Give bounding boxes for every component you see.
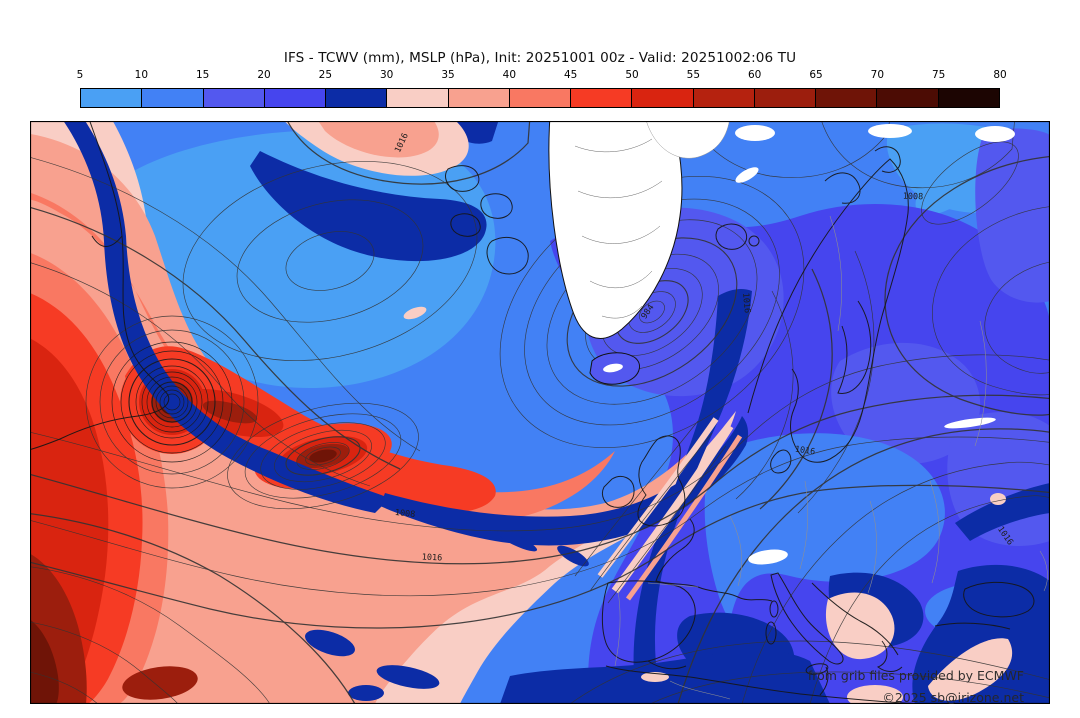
colorbar-segment bbox=[81, 89, 142, 107]
colorbar-segment bbox=[263, 89, 326, 107]
colorbar-segment bbox=[447, 89, 509, 107]
colorbar-tick-label: 35 bbox=[441, 69, 455, 81]
colorbar-segment bbox=[753, 89, 816, 107]
colorbar-segment bbox=[508, 89, 571, 107]
colorbar-ticks: 5 10 15 20 25 30 35 40 45 50 55 60 65 70 75 80 bbox=[0, 69, 1080, 83]
secondary-low-vortex bbox=[227, 402, 419, 510]
colorbar-segment bbox=[202, 89, 264, 107]
border-layer bbox=[614, 215, 1048, 700]
isobar-label: 1016 bbox=[421, 552, 443, 564]
colorbar-tick-label: 15 bbox=[195, 69, 210, 81]
colorbar-tick-label: 40 bbox=[502, 69, 517, 81]
colorbar-tick-label: 10 bbox=[134, 69, 149, 81]
colorbar-bar bbox=[80, 88, 1000, 108]
map-frame bbox=[30, 121, 1050, 704]
colorbar-tick-label: 60 bbox=[747, 69, 762, 81]
colorbar-segment bbox=[937, 89, 999, 107]
colorbar-tick-label: 70 bbox=[870, 69, 885, 81]
colorbar-tick-label: 45 bbox=[563, 69, 578, 81]
isobar-layer bbox=[30, 121, 1050, 704]
colorbar-tick-label: 25 bbox=[318, 69, 333, 81]
coastline-layer bbox=[30, 121, 1035, 704]
ice-layer bbox=[548, 121, 1015, 565]
colorbar-tick-label: 65 bbox=[809, 69, 823, 81]
chart-title: IFS - TCWV (mm), MSLP (hPa), Init: 20251… bbox=[283, 50, 797, 66]
colorbar-segment bbox=[876, 89, 938, 107]
attribution-ecmwf: from grib files provided by ECMWF bbox=[807, 668, 1024, 683]
colorbar-tick-label: 5 bbox=[76, 69, 84, 81]
isobar-label: 1008 bbox=[902, 191, 924, 203]
colorbar-tick-label: 55 bbox=[686, 69, 701, 81]
isobar-label: 1008 bbox=[394, 507, 416, 521]
colorbar-tick-label: 80 bbox=[993, 69, 1007, 81]
colorbar-segment bbox=[325, 89, 387, 107]
colorbar-tick-label: 75 bbox=[931, 69, 946, 81]
attribution-copyright: ©2025 sb@irizone.net bbox=[882, 690, 1024, 705]
moisture-fill-layer bbox=[30, 121, 1050, 704]
alps-snow-patch bbox=[748, 549, 788, 565]
colorbar-segment bbox=[141, 89, 203, 107]
iceland-low-vortex bbox=[499, 175, 805, 449]
greenland-landmass bbox=[548, 121, 683, 339]
weather-map-svg bbox=[30, 121, 1050, 704]
colorbar-tick-label: 30 bbox=[379, 69, 394, 81]
colorbar-segment bbox=[815, 89, 877, 107]
colorbar-segment bbox=[631, 89, 693, 107]
colorbar-segment bbox=[692, 89, 754, 107]
map-canvas: 1016 984 1008 1016 1008 1016 1016 1016 from gri… bbox=[30, 121, 1050, 705]
colorbar-tick-label: 50 bbox=[625, 69, 639, 81]
warm-patch-layer bbox=[284, 121, 1013, 704]
colorbar-tick-label: 20 bbox=[257, 69, 271, 81]
colorbar-segment bbox=[570, 89, 632, 107]
hurricane-vortex bbox=[85, 315, 259, 489]
colorbar-segment bbox=[386, 89, 448, 107]
isobar-label: 1016 bbox=[740, 292, 752, 314]
